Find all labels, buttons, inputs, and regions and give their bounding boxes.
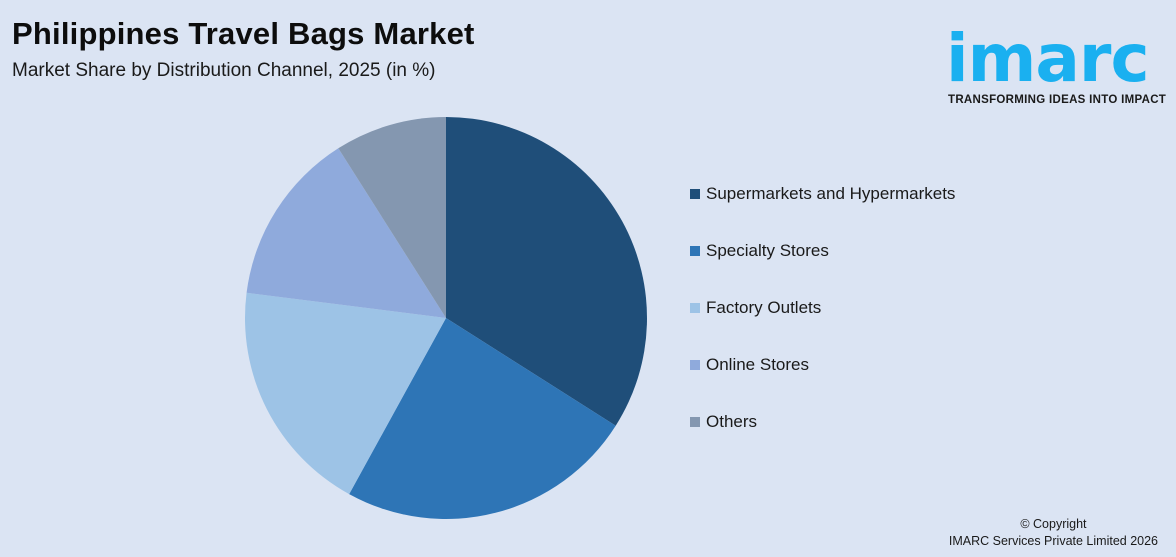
chart-subtitle: Market Share by Distribution Channel, 20… (12, 60, 436, 81)
legend-label: Supermarkets and Hypermarkets (706, 184, 956, 203)
imarc-logo: imarc TRANSFORMING IDEAS INTO IMPACT (946, 12, 1170, 108)
copyright: © Copyright IMARC Services Private Limit… (949, 516, 1158, 550)
legend-item: Factory Outlets (690, 297, 955, 319)
pie-slice-others (338, 117, 446, 318)
legend-label: Factory Outlets (706, 298, 822, 317)
logo-tagline: TRANSFORMING IDEAS INTO IMPACT (948, 94, 1167, 106)
legend-swatch (690, 246, 700, 256)
legend-label: Others (706, 412, 758, 431)
logo-wordmark: imarc (946, 20, 1150, 97)
copyright-line-1: © Copyright (1020, 517, 1087, 531)
pie-slice-supermarkets-and-hypermarkets (446, 117, 647, 426)
chart-title: Philippines Travel Bags Market (12, 16, 475, 51)
legend-swatch (690, 189, 700, 199)
legend-label: Online Stores (706, 355, 809, 374)
pie-slice-online-stores (246, 148, 446, 318)
legend-swatch (690, 303, 700, 313)
legend-item: Others (690, 411, 955, 433)
legend-swatch (690, 417, 700, 427)
chart-legend: Supermarkets and Hypermarkets Specialty … (690, 183, 955, 468)
pie-chart (244, 116, 648, 520)
legend-swatch (690, 360, 700, 370)
copyright-line-2: IMARC Services Private Limited 2026 (948, 534, 1158, 548)
pie-svg (245, 117, 647, 519)
legend-label: Specialty Stores (706, 241, 829, 260)
legend-item: Online Stores (690, 354, 955, 376)
legend-item: Specialty Stores (690, 240, 955, 262)
pie-slice-specialty-stores (349, 318, 616, 519)
legend-item: Supermarkets and Hypermarkets (690, 183, 955, 205)
pie-slice-factory-outlets (245, 292, 446, 495)
